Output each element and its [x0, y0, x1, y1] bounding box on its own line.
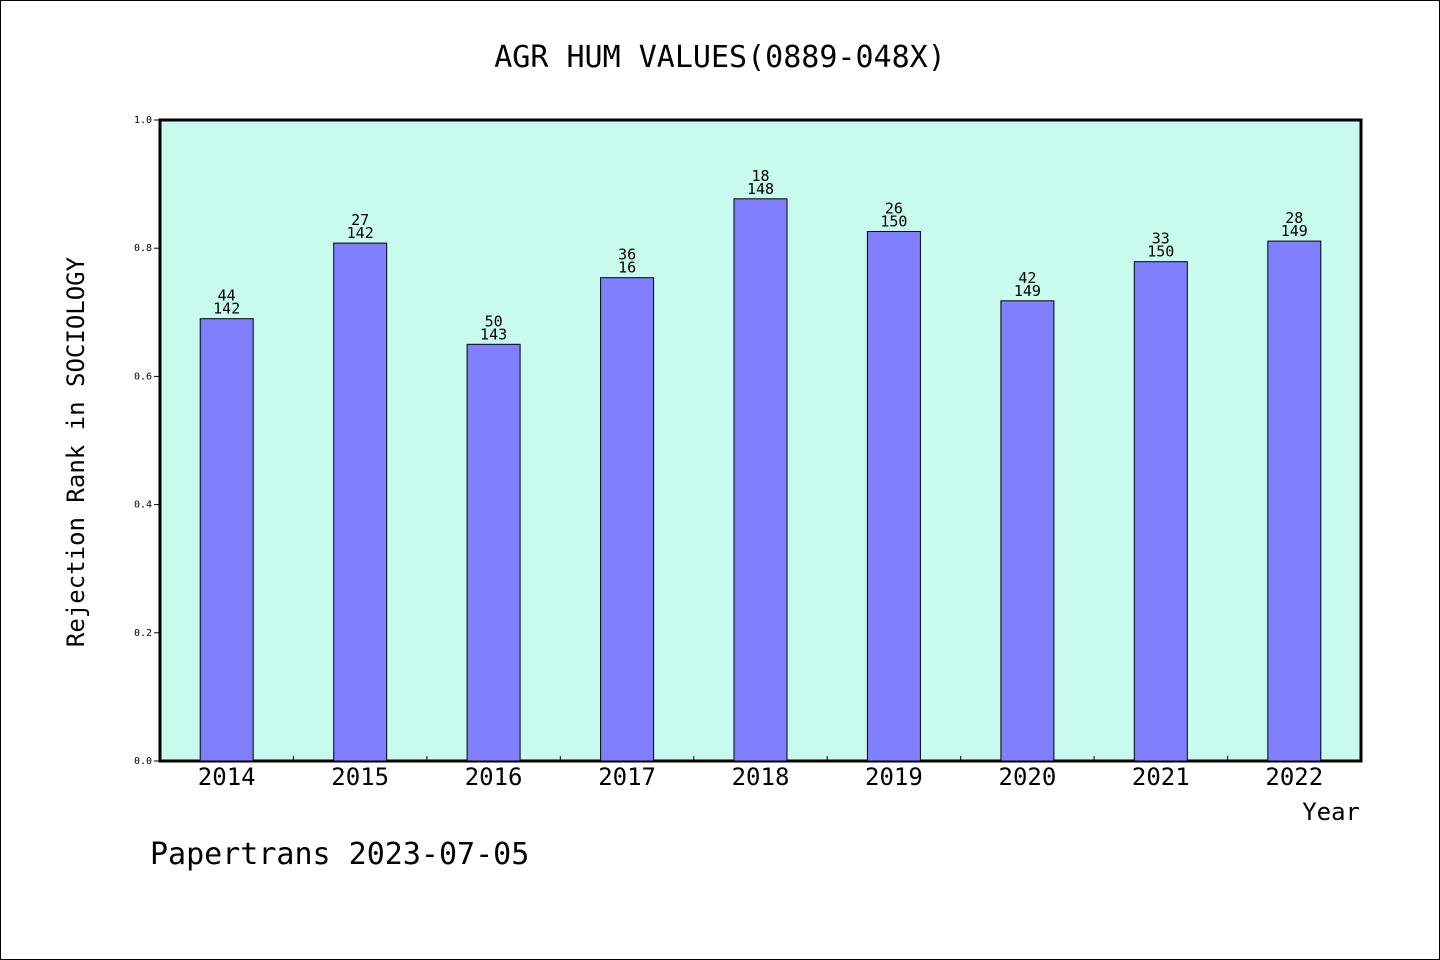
y-tick-label-0.2: 0.2 — [134, 628, 152, 639]
y-axis-label: Rejection Rank in SOCIOLOGY — [62, 256, 90, 647]
data-label-bottom-2022: 149 — [1281, 222, 1308, 240]
data-label-top-2021: 33 — [1152, 230, 1170, 248]
data-label-bottom-2015: 142 — [347, 224, 374, 242]
data-label-top-2022: 28 — [1285, 209, 1303, 227]
y-tick-label-0.8: 0.8 — [134, 243, 152, 254]
data-label-bottom-2021: 150 — [1147, 243, 1174, 261]
y-tick-label-1.0: 1.0 — [134, 115, 152, 126]
x-tick-label-2015: 2015 — [331, 763, 389, 791]
data-label-bottom-2017: 16 — [618, 259, 636, 277]
x-tick-label-2018: 2018 — [732, 763, 790, 791]
bar-2016 — [466, 343, 521, 762]
x-tick-label-2020: 2020 — [999, 763, 1057, 791]
data-label-top-2014: 44 — [218, 287, 236, 305]
bar-2014 — [199, 318, 254, 762]
bars-layer — [199, 198, 1322, 762]
chart-title: AGR HUM VALUES(0889-048X) — [494, 40, 946, 75]
data-label-bottom-2019: 150 — [880, 213, 907, 231]
bar-2020 — [1000, 300, 1055, 762]
data-label-top-2015: 27 — [351, 211, 369, 229]
data-label-top-2018: 18 — [751, 167, 769, 185]
bar-2022 — [1267, 240, 1322, 762]
data-label-top-2016: 50 — [485, 312, 503, 330]
data-labels-layer: 4414227142501433616181482615042149331502… — [213, 167, 1308, 343]
x-tick-label-2017: 2017 — [598, 763, 656, 791]
x-axis-label: Year — [1302, 798, 1360, 826]
x-tick-label-2021: 2021 — [1132, 763, 1190, 791]
data-label-bottom-2016: 143 — [480, 325, 507, 343]
bar-2019 — [866, 231, 921, 762]
y-axis: 0.0 0.2 0.4 0.6 0.8 1.0 — [134, 115, 160, 767]
data-label-top-2020: 42 — [1018, 269, 1036, 287]
x-axis: 2014 2015 2016 2017 2018 2019 2020 2021 2022 — [198, 756, 1323, 791]
y-tick-label-0.0: 0.0 — [134, 756, 152, 767]
bar-2021 — [1133, 261, 1188, 762]
x-tick-label-2019: 2019 — [865, 763, 923, 791]
data-label-top-2017: 36 — [618, 246, 636, 264]
data-label-top-2019: 26 — [885, 200, 903, 218]
data-label-bottom-2018: 148 — [747, 180, 774, 198]
bar-2017 — [600, 277, 655, 762]
x-tick-label-2014: 2014 — [198, 763, 256, 791]
footer-text: Papertrans 2023-07-05 — [150, 837, 529, 872]
x-tick-label-2016: 2016 — [465, 763, 523, 791]
bar-2015 — [333, 242, 388, 762]
data-label-bottom-2020: 149 — [1014, 282, 1041, 300]
data-label-bottom-2014: 142 — [213, 300, 240, 318]
y-tick-label-0.4: 0.4 — [134, 500, 152, 511]
bar-2018 — [733, 198, 788, 762]
x-tick-label-2022: 2022 — [1265, 763, 1323, 791]
y-tick-label-0.6: 0.6 — [134, 371, 152, 382]
